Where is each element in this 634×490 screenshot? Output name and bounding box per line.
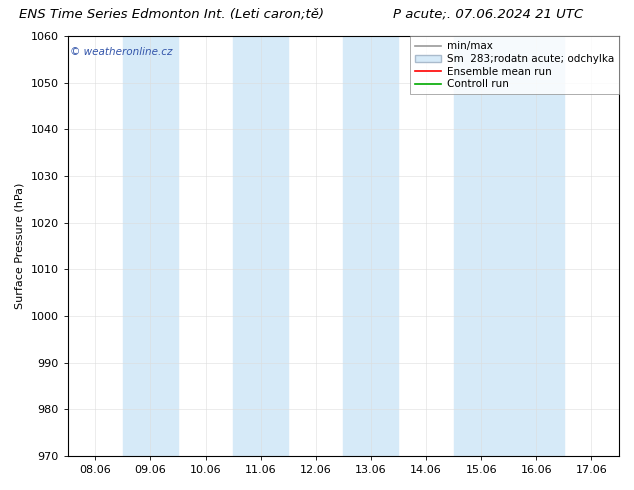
Bar bbox=[344, 36, 399, 456]
Legend: min/max, Sm  283;rodatn acute; odchylka, Ensemble mean run, Controll run: min/max, Sm 283;rodatn acute; odchylka, … bbox=[410, 36, 619, 95]
Text: © weatheronline.cz: © weatheronline.cz bbox=[70, 47, 173, 57]
Text: ENS Time Series Edmonton Int. (Leti caron;tě): ENS Time Series Edmonton Int. (Leti caro… bbox=[19, 7, 324, 21]
Bar bbox=[233, 36, 288, 456]
Text: P acute;. 07.06.2024 21 UTC: P acute;. 07.06.2024 21 UTC bbox=[393, 7, 583, 21]
Bar bbox=[508, 36, 564, 456]
Bar bbox=[453, 36, 508, 456]
Bar bbox=[123, 36, 178, 456]
Y-axis label: Surface Pressure (hPa): Surface Pressure (hPa) bbox=[15, 183, 25, 309]
